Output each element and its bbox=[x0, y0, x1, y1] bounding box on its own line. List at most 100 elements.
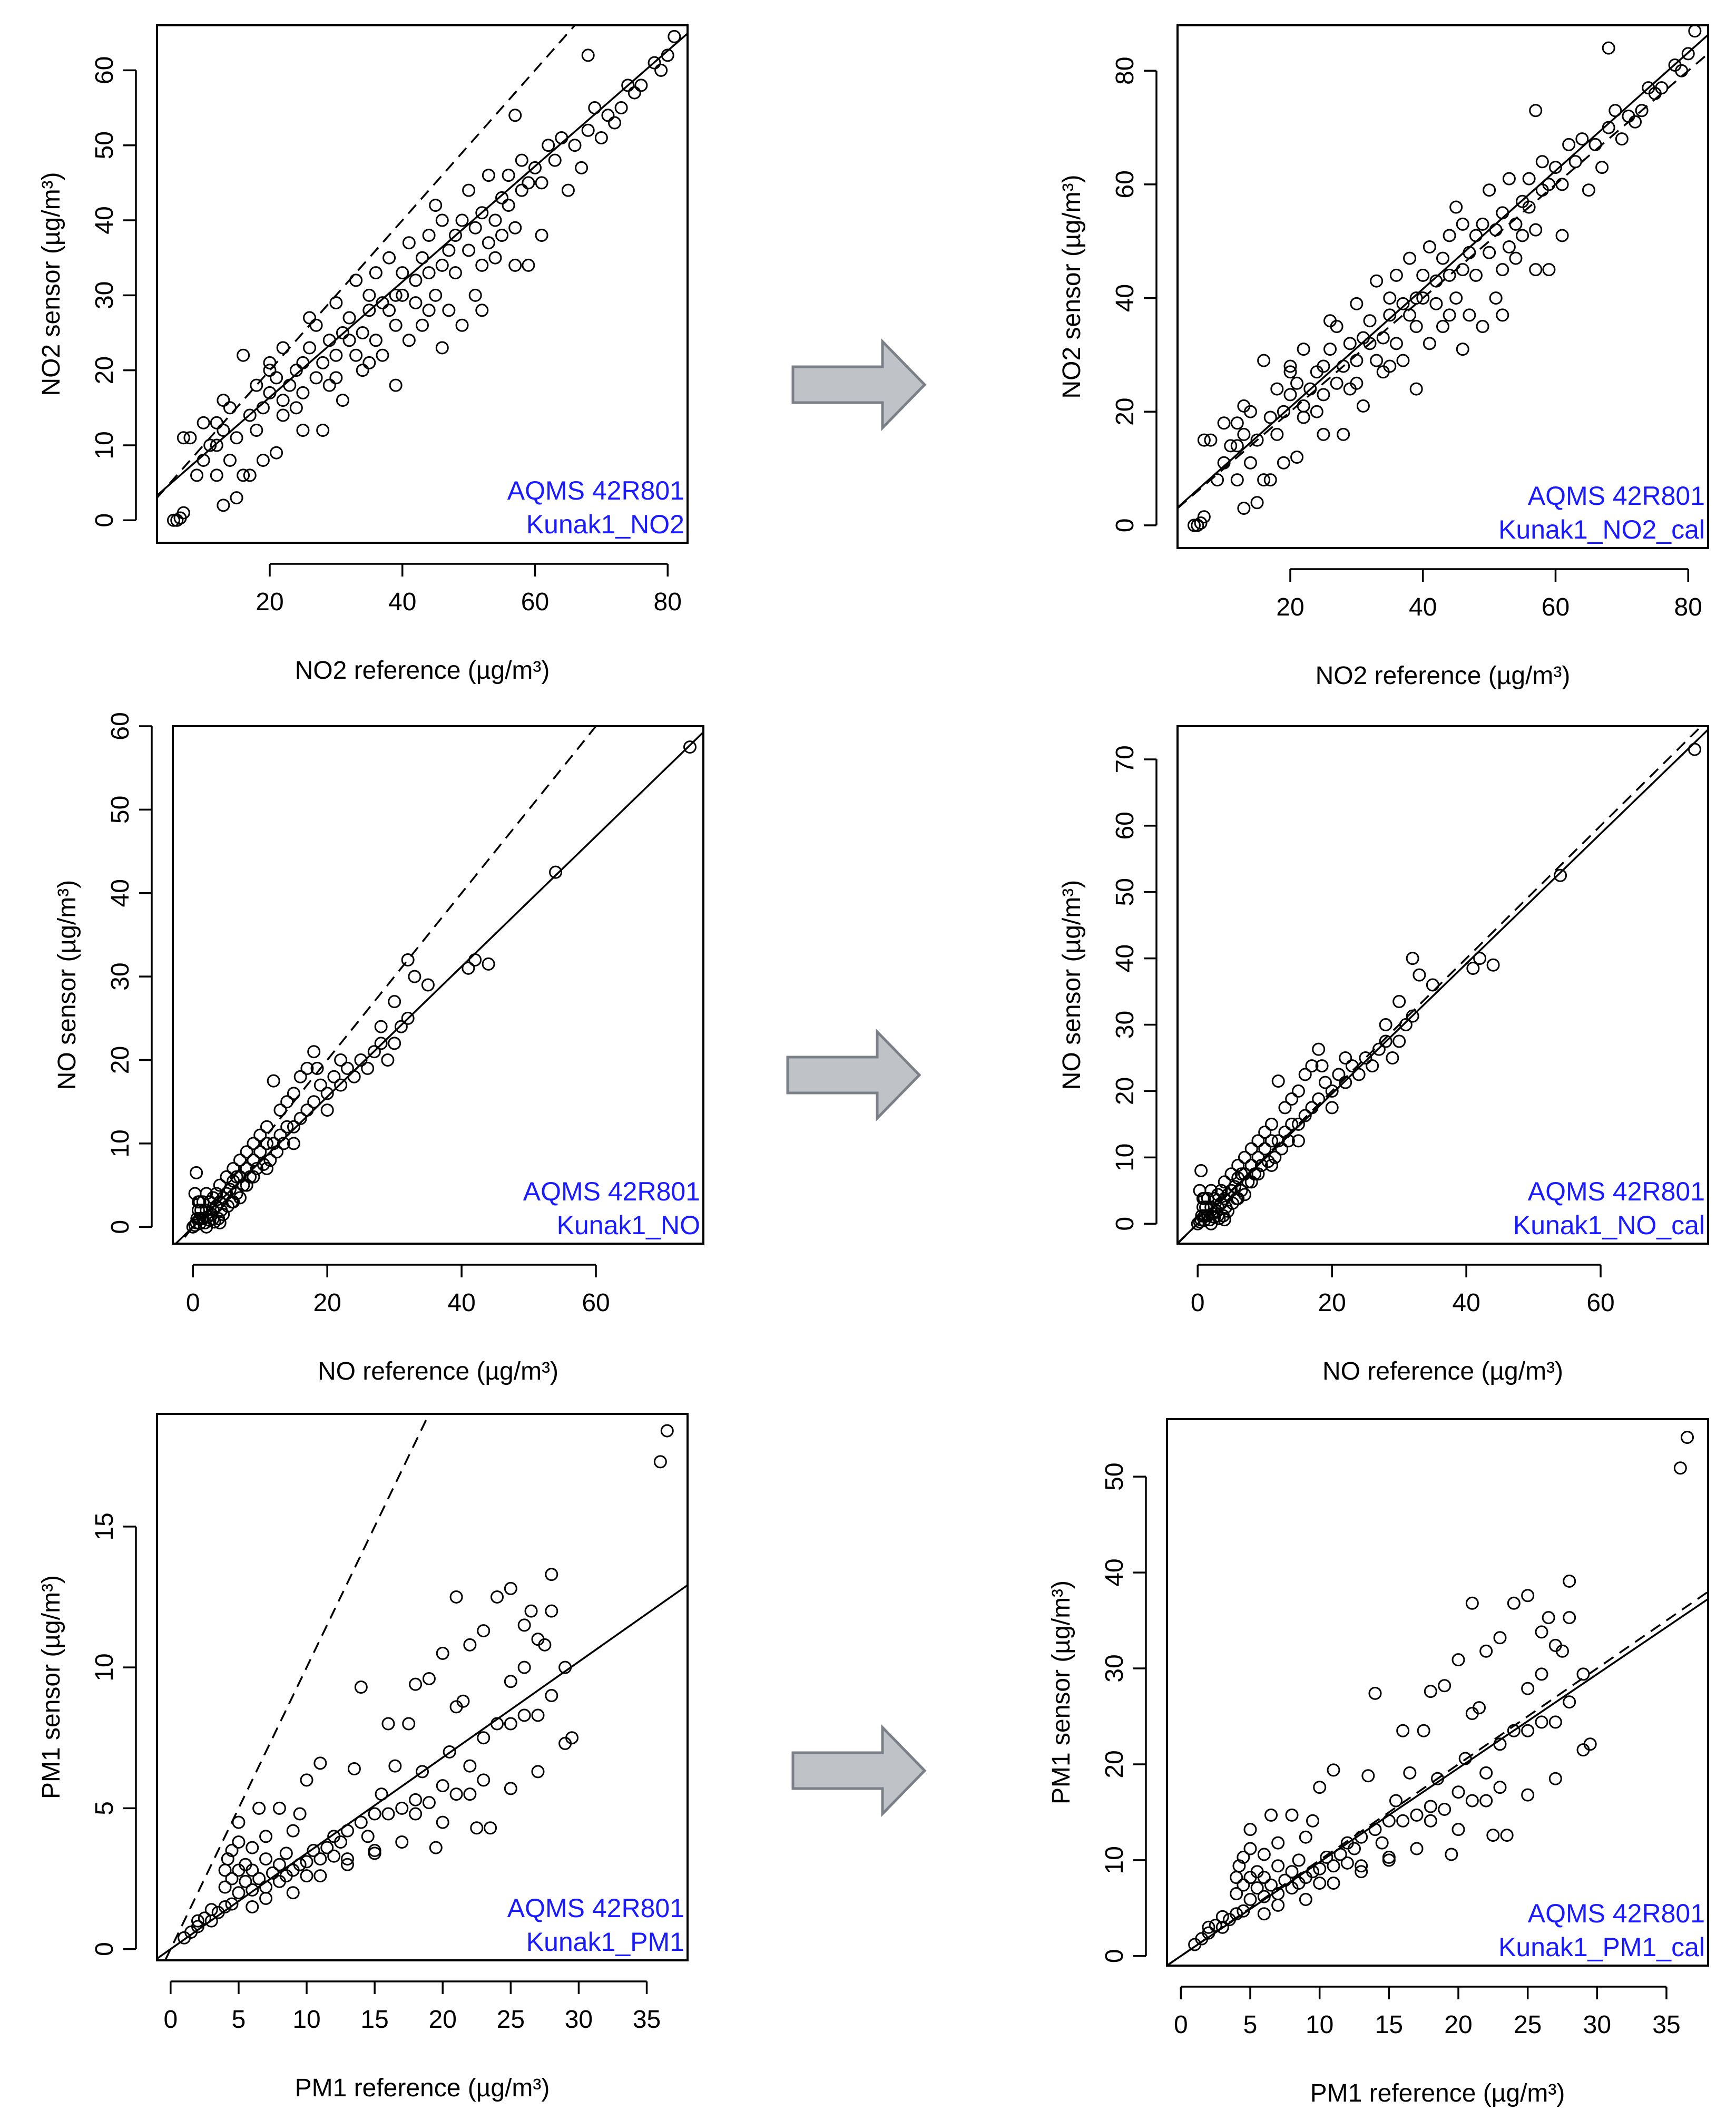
data-point bbox=[1299, 1892, 1312, 1906]
y-tick-label: 30 bbox=[106, 962, 134, 990]
data-point bbox=[340, 1061, 354, 1075]
data-point bbox=[1563, 1611, 1576, 1625]
data-point bbox=[545, 1568, 558, 1581]
data-point bbox=[223, 453, 237, 467]
data-point bbox=[1243, 1842, 1257, 1855]
data-point bbox=[549, 865, 563, 879]
data-point bbox=[409, 296, 423, 310]
data-point bbox=[1197, 510, 1211, 524]
data-point bbox=[1257, 354, 1271, 367]
data-point bbox=[1389, 268, 1403, 282]
data-point bbox=[1327, 1877, 1340, 1890]
data-point bbox=[1493, 1737, 1507, 1751]
right-arrow-icon bbox=[791, 1724, 927, 1818]
data-point bbox=[1563, 1574, 1576, 1588]
data-point bbox=[1285, 1808, 1299, 1822]
data-point bbox=[524, 1604, 538, 1618]
data-point bbox=[270, 1145, 284, 1159]
data-point bbox=[320, 1103, 334, 1117]
data-point bbox=[1423, 337, 1436, 350]
regression-line bbox=[1167, 1598, 1708, 1966]
data-point bbox=[1529, 104, 1543, 118]
data-point bbox=[1271, 1859, 1285, 1873]
data-point bbox=[1376, 331, 1390, 345]
data-point bbox=[1340, 1856, 1354, 1870]
x-tick-label: 5 bbox=[232, 2006, 246, 2034]
scatter-plot-2: 20 40 60 80 0 20 40 60 80 NO2 reference (µg/m³) NO… bbox=[1058, 24, 1709, 690]
data-point bbox=[1382, 1853, 1396, 1867]
x-tick-label: 60 bbox=[521, 588, 549, 616]
data-point bbox=[1375, 1836, 1389, 1850]
x-tick-label: 20 bbox=[1276, 593, 1304, 621]
data-point bbox=[313, 1869, 327, 1883]
data-point bbox=[508, 221, 522, 235]
y-tick-label: 20 bbox=[91, 356, 119, 384]
data-point bbox=[240, 1161, 253, 1175]
regression-line bbox=[1178, 729, 1708, 1244]
data-point bbox=[369, 266, 382, 280]
data-point bbox=[296, 386, 310, 399]
data-point bbox=[436, 1779, 449, 1793]
data-point bbox=[1264, 1878, 1278, 1892]
scatter-plot-4: 0 20 40 60 0 10 20 30 40 50 60 70 NO reference (µg/m… bbox=[1058, 725, 1709, 1385]
data-point bbox=[1217, 456, 1231, 470]
data-point bbox=[227, 1161, 240, 1175]
y-axis-title: NO2 sensor (µg/m³) bbox=[37, 172, 65, 396]
data-point bbox=[1458, 1752, 1472, 1765]
data-point bbox=[197, 453, 210, 467]
y-tick-label: 40 bbox=[1111, 284, 1139, 312]
data-point bbox=[329, 371, 343, 385]
data-point bbox=[260, 1161, 273, 1175]
data-point bbox=[1292, 1853, 1306, 1867]
data-point bbox=[1363, 337, 1377, 350]
data-point bbox=[1313, 1781, 1327, 1794]
data-point bbox=[1230, 1871, 1243, 1884]
data-point bbox=[1361, 1769, 1375, 1783]
data-point bbox=[1443, 229, 1456, 242]
y-tick-label: 50 bbox=[1111, 878, 1139, 906]
data-point bbox=[1423, 240, 1436, 254]
data-point bbox=[1392, 994, 1406, 1008]
data-point bbox=[409, 1807, 423, 1821]
data-point bbox=[300, 1061, 314, 1075]
data-point bbox=[1516, 229, 1529, 242]
data-point bbox=[256, 453, 270, 467]
data-point bbox=[488, 251, 502, 265]
data-point bbox=[1258, 1125, 1272, 1139]
data-point bbox=[204, 1903, 218, 1917]
data-point bbox=[388, 1759, 402, 1773]
data-point bbox=[475, 206, 489, 220]
data-point bbox=[1406, 1009, 1419, 1023]
data-point bbox=[468, 953, 482, 966]
data-point bbox=[296, 356, 310, 369]
data-point bbox=[1417, 1724, 1430, 1737]
data-point bbox=[1320, 1850, 1333, 1864]
data-point bbox=[1424, 1800, 1437, 1813]
data-point bbox=[340, 1824, 354, 1838]
data-point bbox=[1194, 1164, 1208, 1178]
identity-line bbox=[157, 25, 576, 499]
data-point bbox=[354, 1681, 368, 1694]
data-point bbox=[342, 334, 356, 347]
data-point bbox=[263, 1154, 277, 1167]
data-point bbox=[1479, 1644, 1493, 1658]
data-point bbox=[1297, 411, 1310, 424]
data-point bbox=[1355, 1859, 1368, 1873]
data-point bbox=[1588, 138, 1602, 151]
data-point bbox=[206, 1212, 220, 1225]
y-tick-label: 20 bbox=[1111, 1077, 1139, 1105]
data-point bbox=[1285, 1117, 1299, 1131]
data-point bbox=[522, 258, 535, 272]
data-point bbox=[462, 183, 476, 197]
y-axis-title: NO2 sensor (µg/m³) bbox=[1058, 174, 1086, 398]
data-point bbox=[300, 1103, 314, 1117]
y-tick-label: 10 bbox=[1101, 1846, 1129, 1874]
data-point bbox=[252, 1801, 266, 1815]
data-point bbox=[217, 499, 230, 512]
data-point bbox=[1191, 519, 1204, 532]
data-point bbox=[1337, 359, 1350, 373]
data-point bbox=[1521, 1589, 1535, 1603]
data-point bbox=[1250, 496, 1264, 510]
station-label: AQMS 42R801 bbox=[1528, 481, 1705, 511]
data-point bbox=[334, 1835, 348, 1849]
